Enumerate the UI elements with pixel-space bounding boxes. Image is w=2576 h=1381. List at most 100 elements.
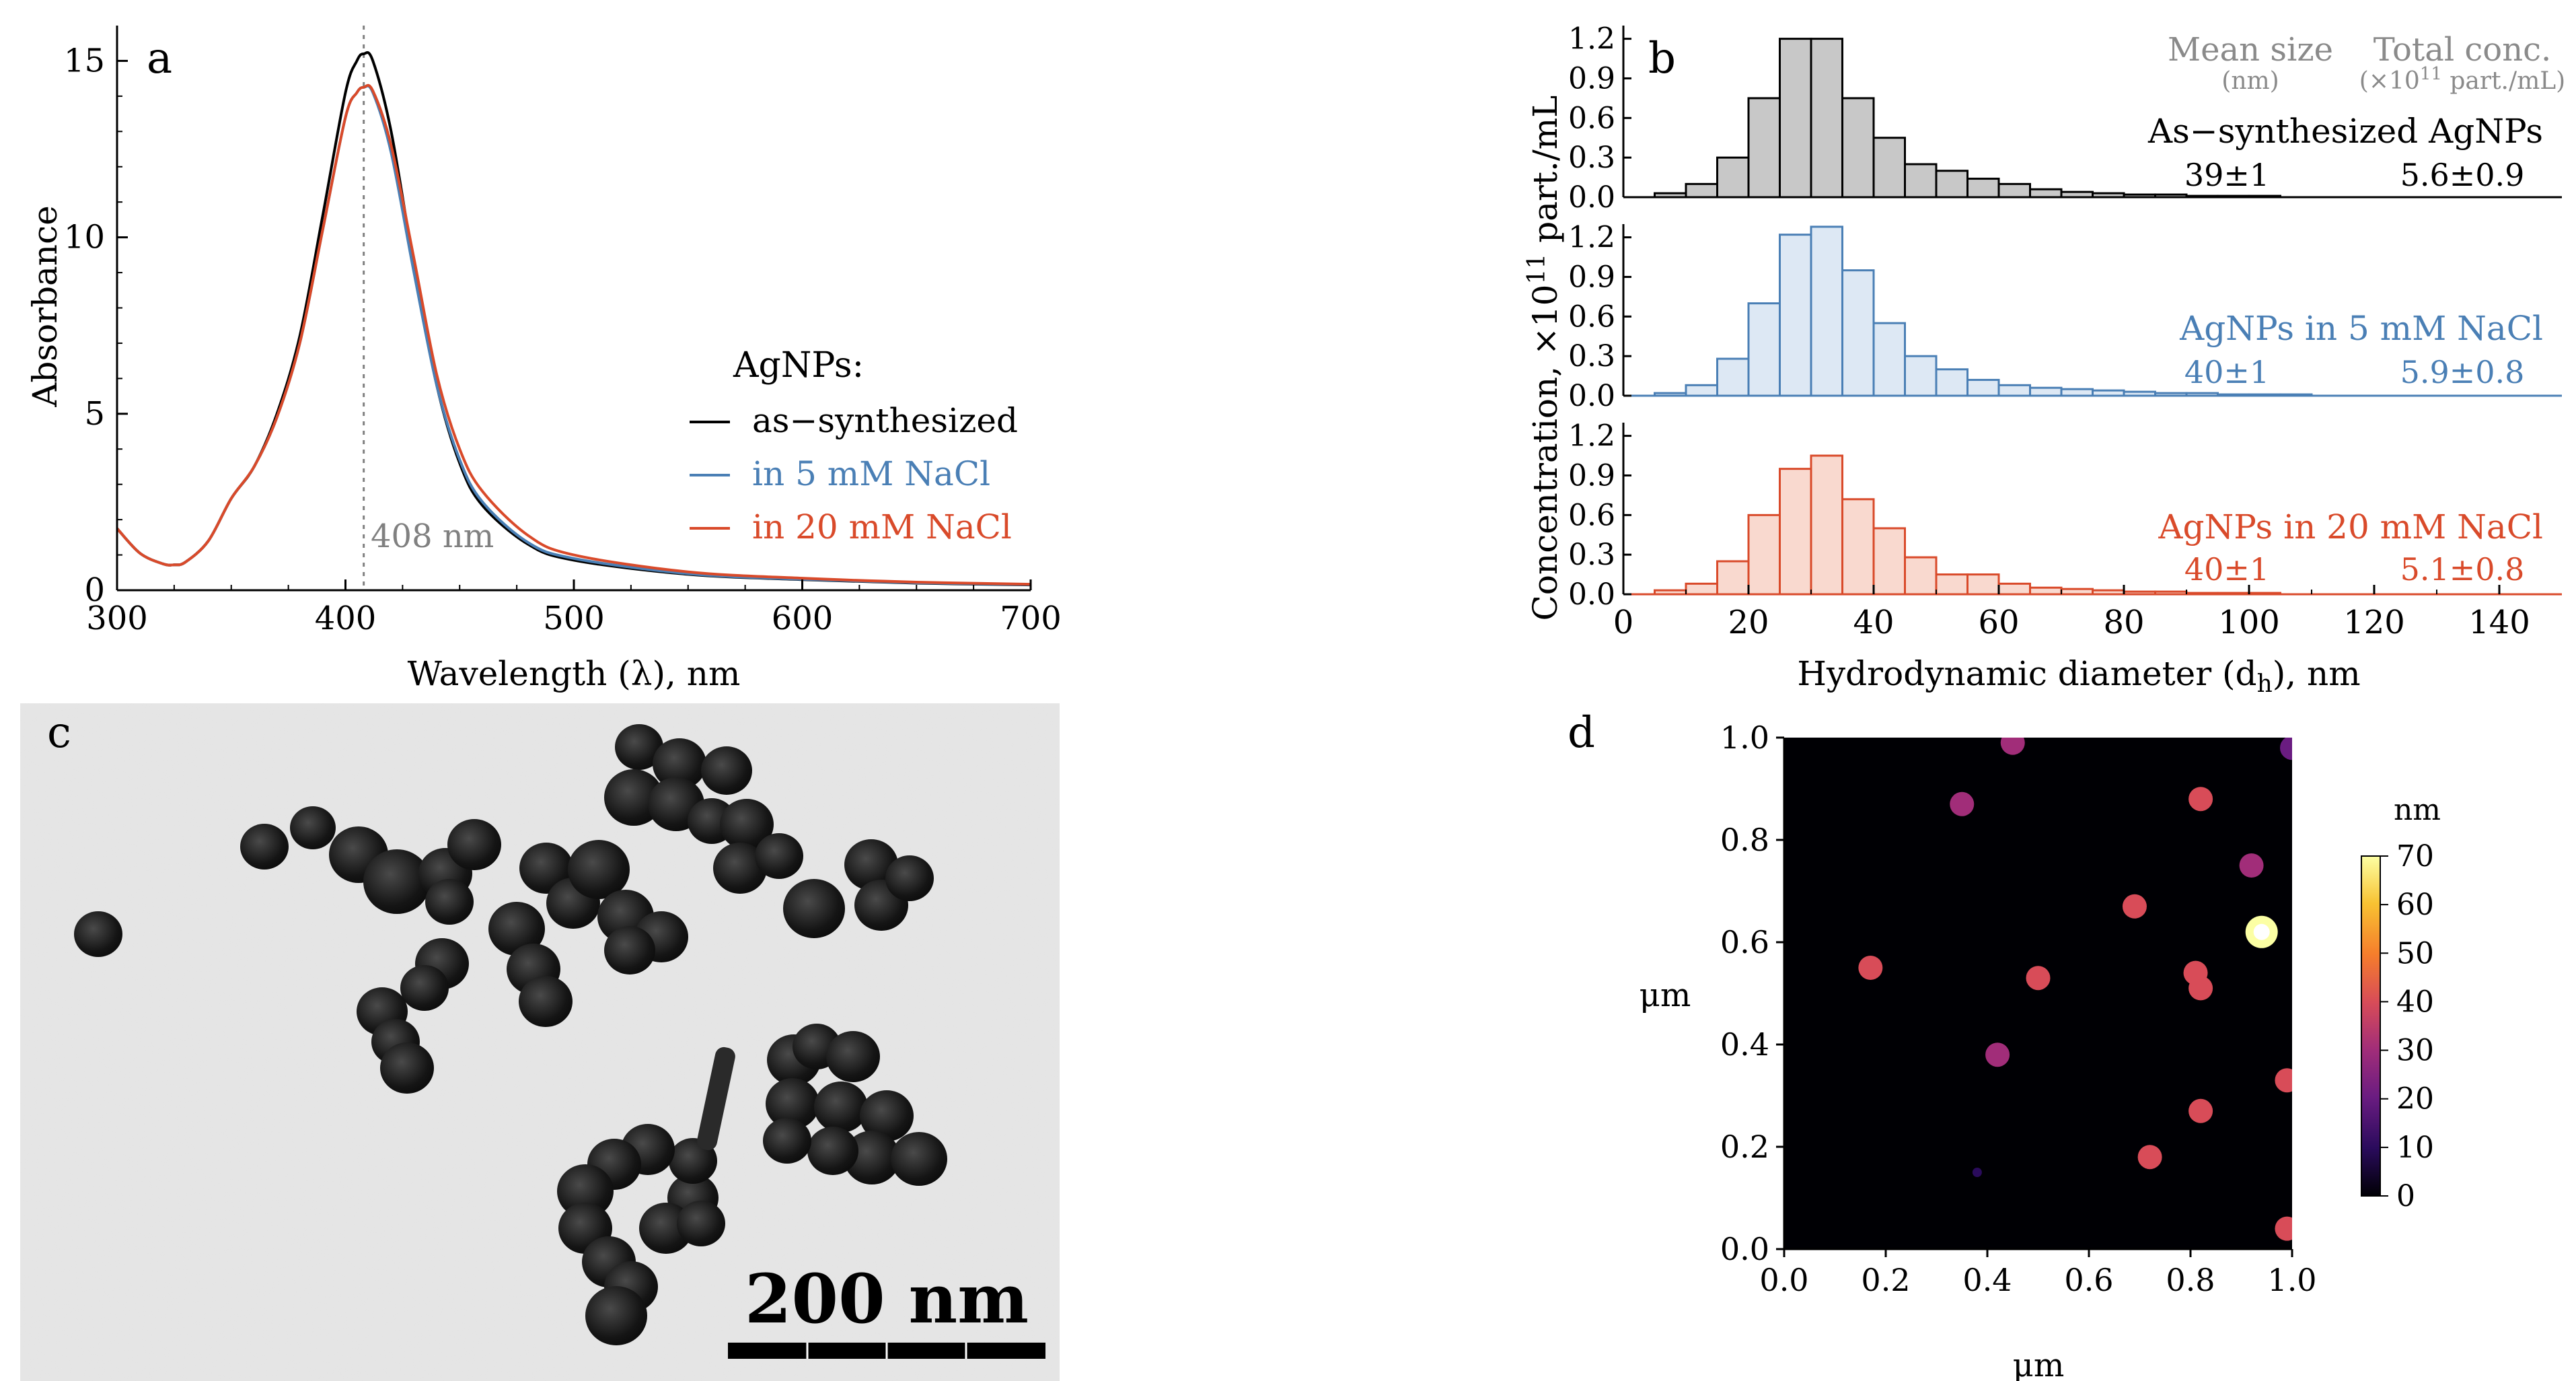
panel-a-ylabel: Absorbance [26, 205, 65, 407]
y-tick-label: 0.3 [1568, 339, 1615, 374]
panel-b-ylabel-sup: 11 [1523, 254, 1551, 285]
panel-d-xlabel: μm [2013, 1347, 2065, 1381]
tem-nanoparticle [240, 824, 289, 870]
tem-nanoparticle [844, 1131, 900, 1184]
afm-particle [2280, 738, 2292, 760]
header-total-unit-post: part./mL) [2442, 67, 2565, 95]
afm-particle [2026, 966, 2051, 991]
histogram-bar [1872, 527, 1906, 596]
tem-nanoparticle [713, 843, 767, 894]
series-1-name: AgNPs in 5 mM NaCl [2179, 309, 2543, 348]
panel-a: a 300 400 500 600 700 0 5 10 15 Wavelength (λ), … [26, 26, 1062, 693]
x-tick-label: 700 [1000, 600, 1062, 637]
x-tick-label: 20 [1728, 604, 1769, 641]
histogram-bar [1810, 454, 1843, 596]
histogram-bar [1779, 38, 1812, 199]
y-tick-label: 0.2 [1720, 1129, 1769, 1165]
tem-nanoparticle [701, 746, 752, 795]
histogram-bar [1872, 137, 1906, 199]
colorbar-title: nm [2394, 793, 2441, 827]
x-tick-label: 0.8 [2166, 1262, 2215, 1298]
histogram-bar [1747, 514, 1781, 596]
histogram-bar [1685, 384, 1718, 397]
tem-nanoparticle [568, 840, 630, 899]
histogram-bar [1966, 573, 2000, 596]
legend-label-1: in 5 mM NaCl [752, 454, 990, 493]
panel-b-header: Mean size (nm) Total conc. (×1011 part./… [2168, 31, 2565, 95]
header-total: Total conc. [2373, 31, 2552, 69]
tem-nanoparticle [844, 839, 898, 890]
histogram-bar [1779, 468, 1812, 596]
series-0-total: 5.6±0.9 [2400, 157, 2525, 193]
tem-nanoparticle [488, 902, 545, 956]
panel-a-xlabel: Wavelength (λ), nm [408, 654, 741, 693]
y-tick-label: 0.4 [1720, 1026, 1769, 1063]
histogram-0: 0.0 0.3 0.6 0.9 1.2 [1568, 22, 2562, 215]
panel-b-xlabel-sub: h [2257, 670, 2273, 698]
histogram-bar [1904, 556, 1938, 596]
panel-a-ticks: 300 400 500 600 700 0 5 10 15 [64, 42, 1062, 637]
y-tick-label: 0.9 [1568, 260, 1615, 294]
panel-d-ticks: 0.0 0.2 0.4 0.6 0.8 1.0 0.0 0.2 0.4 0.6 0.8 1.0 [1720, 719, 2317, 1298]
histogram-bar [1966, 378, 2000, 397]
tem-nanoparticle [604, 926, 655, 975]
histogram-bar [1904, 355, 1938, 397]
panel-d: d 0.0 0.2 0.4 0.6 0.8 1.0 0.0 0.2 0.4 0.6 0.8 1.0 μ… [1568, 708, 2441, 1381]
y-tick-label: 15 [64, 42, 105, 79]
histogram-bar [1810, 225, 1843, 397]
panel-b-ylabel-main: Concentration, ×10 [1526, 285, 1565, 621]
tem-nanoparticle [885, 855, 934, 901]
x-tick-label: 100 [2218, 604, 2280, 641]
panel-c: c 200 nm [20, 703, 1060, 1381]
header-total-unit-pre: (×10 [2359, 67, 2420, 95]
tem-nanoparticle [677, 1201, 725, 1246]
x-tick-label: 500 [543, 600, 605, 637]
colorbar-ticks: 0 10 20 30 40 50 60 70 [2380, 839, 2434, 1213]
histogram-bar [1810, 38, 1843, 199]
tem-nanoparticle [585, 1286, 647, 1345]
histogram-bar [1747, 302, 1781, 397]
histogram-bar [1966, 178, 2000, 199]
panel-c-letter: c [47, 708, 71, 758]
y-tick-label: 0.0 [1568, 577, 1615, 612]
panel-b-xlabel: Hydrodynamic diameter (dh), nm [1797, 654, 2360, 698]
legend-title: AgNPs: [733, 345, 864, 386]
colorbar [2361, 855, 2381, 1197]
afm-particle [2188, 976, 2213, 1001]
series-0-mean: 39±1 [2184, 157, 2269, 193]
panel-b-series-labels: As−synthesized AgNPs 39±1 5.6±0.9 AgNPs … [2147, 112, 2543, 588]
tem-image-noise [20, 703, 1060, 1381]
y-tick-label: 0.8 [1720, 822, 1769, 858]
panel-b-plot: 0.00.30.60.91.20.00.30.60.91.2 0.0 0.3 0.6 0… [1568, 22, 2562, 641]
colorbar-tick-label: 70 [2396, 839, 2434, 874]
y-tick-label: 0.9 [1568, 458, 1615, 493]
legend-label-0: as−synthesized [752, 401, 1018, 440]
histogram-bar [1841, 97, 1875, 199]
tem-nanoparticle [363, 849, 431, 914]
header-mean-unit: (nm) [2221, 67, 2279, 95]
colorbar-tick-label: 30 [2396, 1034, 2434, 1068]
tem-nanoparticle [814, 1082, 868, 1133]
y-tick-label: 0.9 [1568, 61, 1615, 96]
panel-b-letter: b [1648, 34, 1676, 83]
header-total-unit-sup: 11 [2420, 64, 2442, 84]
afm-particle [2188, 1098, 2213, 1123]
tem-nanoparticle [519, 843, 573, 894]
series-1-total: 5.9±0.8 [2400, 354, 2525, 390]
y-tick-label: 10 [64, 219, 105, 256]
panel-a-plot [116, 26, 1031, 590]
colorbar-tick-label: 20 [2396, 1082, 2434, 1117]
legend-label-2: in 20 mM NaCl [752, 507, 1012, 546]
histogram-bar [1935, 170, 1968, 199]
y-tick-label: 0.6 [1568, 498, 1615, 532]
histogram-1: 0.0 0.3 0.6 0.9 1.2 [1568, 221, 2562, 413]
tem-nanoparticle [807, 1127, 858, 1175]
panel-d-letter: d [1568, 708, 1595, 758]
histogram-bar [1904, 163, 1938, 199]
histogram-bar [1997, 384, 2031, 397]
colorbar-tick-label: 60 [2396, 888, 2434, 922]
vline-label: 408 nm [371, 518, 494, 555]
histogram-bar [1716, 357, 1750, 397]
x-tick-label: 120 [2343, 604, 2405, 641]
